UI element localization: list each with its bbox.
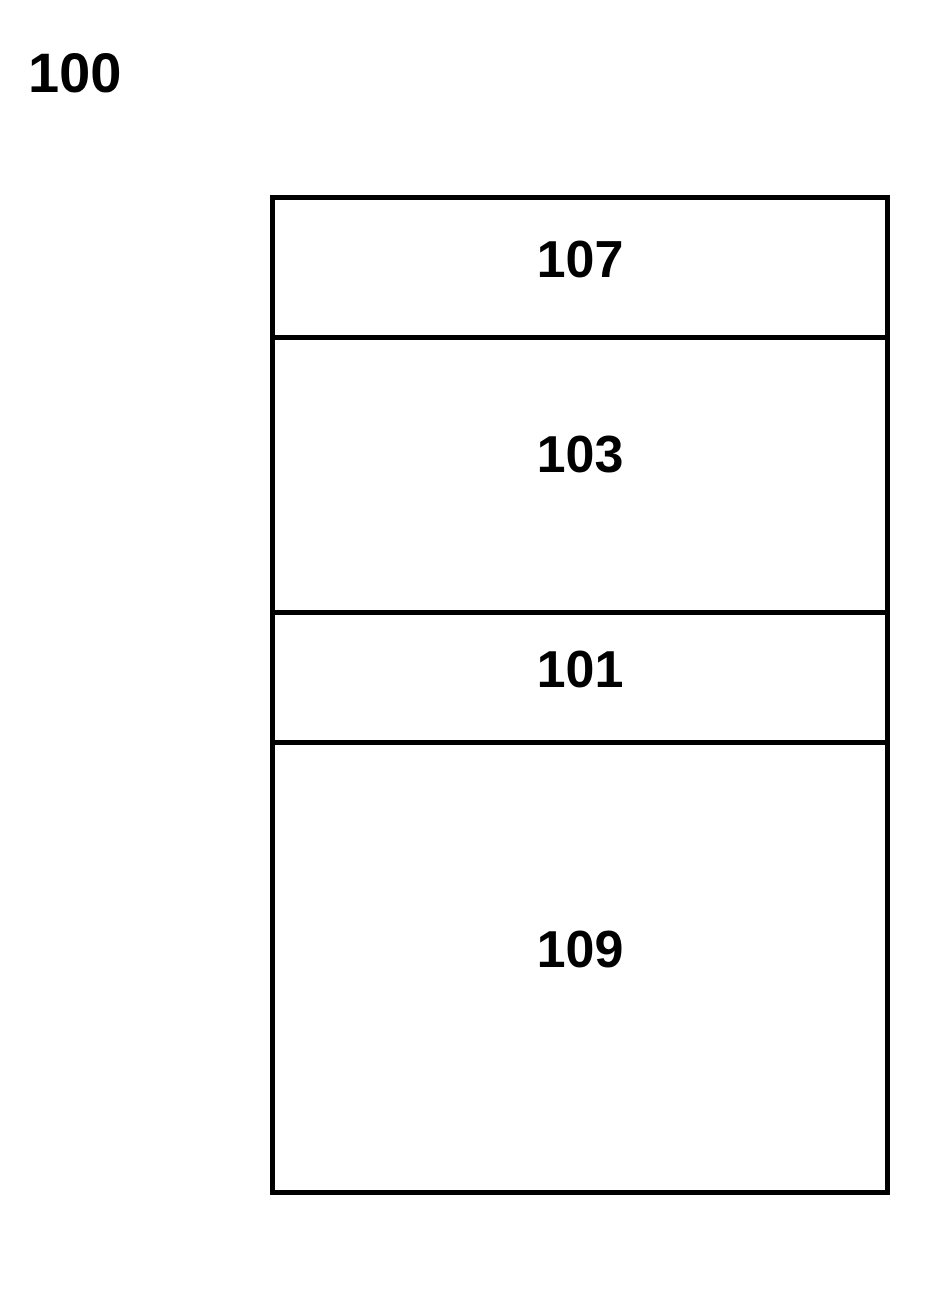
layer-stack: 107 103 101 109 [270, 195, 890, 1195]
layer-103: 103 [270, 340, 890, 615]
layer-label: 109 [537, 920, 624, 980]
layer-label: 107 [537, 230, 624, 290]
layer-107: 107 [270, 195, 890, 340]
figure-reference-label: 100 [28, 40, 121, 105]
layer-label: 103 [537, 425, 624, 485]
layer-label: 101 [537, 640, 624, 700]
layer-109: 109 [270, 745, 890, 1195]
layer-101: 101 [270, 615, 890, 745]
